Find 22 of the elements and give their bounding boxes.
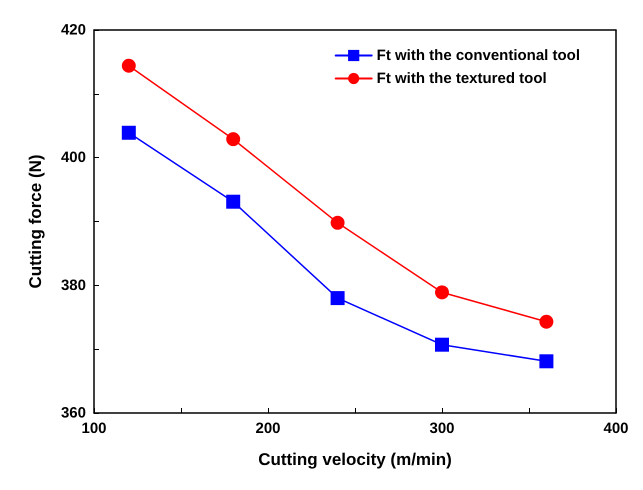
legend-label: Ft with the textured tool bbox=[376, 70, 547, 87]
point bbox=[122, 126, 136, 140]
x-tick-label: 400 bbox=[603, 420, 629, 437]
x-tick-label: 300 bbox=[429, 420, 455, 437]
x-tick-label: 100 bbox=[81, 420, 107, 437]
point bbox=[122, 58, 136, 73]
point bbox=[330, 216, 345, 230]
legend-label: Ft with the conventional tool bbox=[376, 47, 580, 64]
x-axis-title: Cutting velocity (m/min) bbox=[258, 450, 452, 469]
y-tick-label: 360 bbox=[60, 404, 86, 422]
y-axis-title: Cutting force (N) bbox=[26, 154, 45, 289]
x-tick-label: 200 bbox=[255, 420, 281, 437]
point bbox=[330, 291, 345, 306]
point bbox=[539, 354, 554, 368]
point bbox=[539, 314, 554, 329]
point bbox=[226, 132, 240, 146]
point bbox=[435, 285, 449, 300]
y-tick-label: 400 bbox=[60, 149, 86, 166]
point bbox=[226, 194, 240, 209]
point bbox=[435, 338, 449, 352]
y-tick-label: 420 bbox=[60, 22, 86, 38]
y-tick-label: 380 bbox=[60, 276, 86, 294]
